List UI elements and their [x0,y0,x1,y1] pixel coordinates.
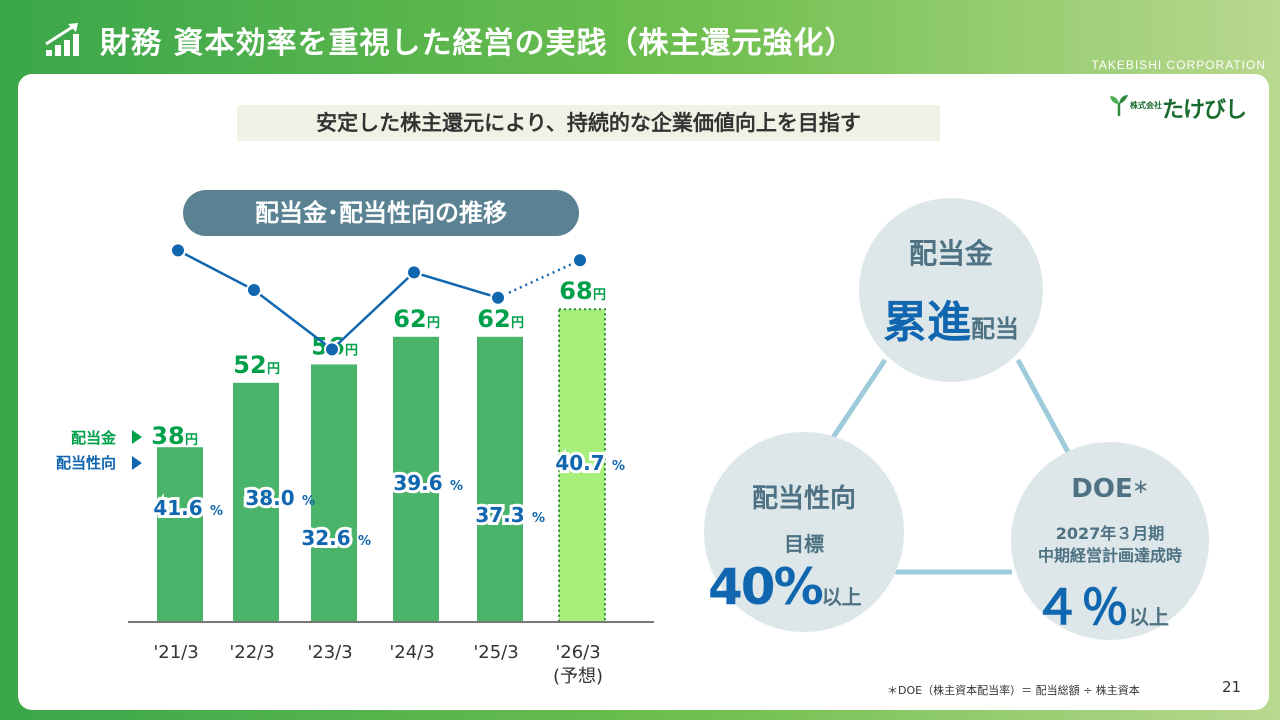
circle-payout-title: 配当性向 [751,484,856,514]
doe-period-line2: 中期経営計画達成時 [1037,546,1182,565]
payout-ratio-point [490,289,506,306]
dividend-value-label: 62 [477,305,510,333]
payout-ratio-label: 39.6 [393,471,442,495]
dividend-value-label: 38 [151,422,184,450]
payout-ratio-point [170,242,186,259]
payout-ratio-label: 32.6 [301,526,350,550]
growth-chart-icon [45,23,79,56]
dividend-value-label: 62 [393,305,426,333]
logo-small-text: 株式会社 [1130,101,1162,110]
payout-ratio-point [572,252,588,269]
sprout-icon [1110,95,1128,116]
circle-payout-ratio: 配当性向 目標 40%以上 [704,432,904,632]
connector-line [1015,358,1071,454]
ratio-label-halo: 40.7 [555,451,604,475]
circle-dividend: 配当金 累進配当 [859,198,1043,382]
payout-ratio-label: 40.7 [555,451,604,475]
x-tick-sublabel: (予想) [553,666,603,687]
payout-ratio-unit: % [532,511,545,526]
dividend-unit-label: 円 [427,316,440,331]
connector-line [825,358,888,447]
dividend-unit-label: 円 [185,433,198,448]
bar [157,447,203,622]
dividend-unit-label: 円 [267,362,280,377]
payout-ratio-point [324,341,340,358]
circle-dividend-title: 配当金 [908,237,993,270]
company-name: TAKEBISHI CORPORATION [1091,58,1266,72]
payout-ratio-unit: % [358,534,371,549]
chart-section-title: 配当金･配当性向の推移 [183,190,579,236]
ratio-label-halo: 32.6 [301,526,350,550]
ratio-label-halo: 37.3 [475,503,524,527]
doe-target-suffix: 以上 [1129,605,1170,629]
dividend-unit-label: 円 [511,316,524,331]
ratio-label-halo: 38.0 [245,486,294,510]
dividend-value-label: 52 [233,351,266,379]
dividend-chart: 38円52円56円62円62円68円41.641.6%38.038.0%32.6… [56,242,654,687]
legend-ratio-arrow [132,456,142,470]
dividend-policy-text: 配当 [971,315,1019,343]
bar [311,364,357,622]
payout-ratio-unit: % [450,479,463,494]
circle-doe-title: DOE [1071,474,1133,504]
company-logo: 株式会社 たけびし [1110,92,1250,123]
circle-doe: DOE＊ 2027年３月期 中期経営計画達成時 ４％以上 [1011,442,1209,640]
payout-ratio-unit: % [612,459,625,474]
page-number: 21 [1222,678,1242,696]
dividend-unit-label: 円 [593,288,606,303]
doe-footnote-star: ＊ [1132,478,1149,497]
payout-ratio-label: 38.0 [245,486,294,510]
circle-payout-target: 目標 [784,532,824,556]
x-tick-label: '21/3 [153,642,198,663]
payout-ratio-unit: % [210,504,223,519]
payout-target-value: 40% [708,558,824,616]
bar [477,336,523,622]
doe-period-line1: 2027年３月期 [1055,524,1165,543]
footnote: ＊DOE（株主資本配当率）＝ 配当総額 ÷ 株主資本 [887,684,1140,697]
x-tick-label: '25/3 [473,642,518,663]
subtitle-text: 安定した株主還元により、持続的な企業価値向上を目指す [316,111,861,135]
legend-dividend-label: 配当金 [71,429,117,447]
x-tick-label: '23/3 [307,642,352,663]
subtitle-banner: 安定した株主還元により、持続的な企業価値向上を目指す [237,105,940,141]
logo-name: たけびし [1162,98,1247,123]
dividend-unit-label: 円 [345,343,358,358]
bar [558,308,606,623]
page-title: 財務 資本効率を重視した経営の実践（株主還元強化） [100,26,856,61]
ratio-label-halo: 39.6 [393,471,442,495]
legend-dividend-arrow [132,430,142,444]
x-tick-label: '24/3 [389,642,434,663]
payout-ratio-unit: % [302,494,315,509]
legend-ratio-label: 配当性向 [56,454,116,472]
payout-ratio-label: 37.3 [475,503,524,527]
x-tick-label: '22/3 [229,642,274,663]
ratio-label-halo: 41.6 [153,496,202,520]
bar [393,336,439,622]
x-tick-label: '26/3 [555,642,600,663]
progressive-text: 累進 [883,297,971,348]
bar [233,382,279,622]
dividend-value-label: 68 [559,277,592,305]
payout-ratio-label: 41.6 [153,496,202,520]
payout-ratio-point [246,282,262,298]
payout-target-suffix: 以上 [821,585,862,609]
payout-ratio-point [406,264,422,281]
doe-target-value: ４％ [1033,580,1130,636]
